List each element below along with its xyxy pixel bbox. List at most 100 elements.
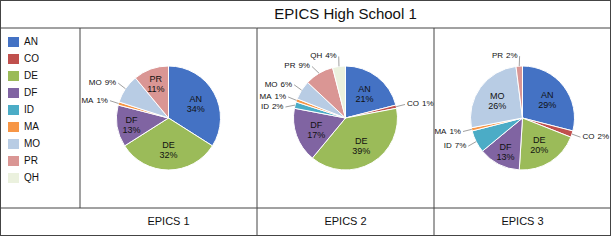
frame <box>1 1 611 236</box>
data-label-value: 26% <box>488 101 506 111</box>
data-label-category: MO <box>89 78 102 87</box>
data-label-value: 6% <box>281 80 293 89</box>
data-label-category: AN <box>541 90 554 100</box>
pie-slice <box>519 118 571 170</box>
data-label: CO1% <box>407 100 434 109</box>
data-label: MA1% <box>81 96 108 105</box>
data-label: MO26% <box>488 91 506 111</box>
pie-slice <box>516 66 523 118</box>
data-label: CO2% <box>582 132 609 141</box>
data-label: MA1% <box>260 92 287 101</box>
data-label: PR11% <box>147 74 164 94</box>
data-label: PR2% <box>492 51 518 60</box>
data-label-value: 13% <box>123 125 141 135</box>
data-label-category: QH <box>310 52 322 61</box>
pie-divider <box>257 28 258 236</box>
title: EPICS High School 1 <box>274 5 417 22</box>
leader-line <box>572 134 581 137</box>
subtitle: EPICS 3 <box>501 215 543 227</box>
data-label-category: DF <box>126 115 138 125</box>
data-label-category: DF <box>310 120 322 130</box>
legend-swatch <box>8 139 19 149</box>
data-label-value: 39% <box>352 146 370 156</box>
data-label-category: AN <box>190 94 203 104</box>
leader-line <box>463 129 472 131</box>
leader-line <box>519 56 520 66</box>
data-label: DE39% <box>352 136 370 156</box>
leader-line <box>294 85 301 90</box>
legend-swatch <box>8 156 19 166</box>
data-label-category: ID <box>261 102 269 111</box>
data-label: ID2% <box>261 102 284 111</box>
data-label: DF13% <box>123 115 141 135</box>
data-label: PR9% <box>284 62 310 71</box>
data-label-category: PR <box>492 51 503 60</box>
legend-label: DE <box>24 70 38 81</box>
legend-swatch <box>8 37 19 47</box>
data-label-category: MA <box>81 96 94 105</box>
data-label: ID7% <box>444 141 467 150</box>
data-label-value: 21% <box>356 94 374 104</box>
leader-line <box>338 56 339 66</box>
leader-line <box>285 105 295 107</box>
leader-line <box>396 104 405 106</box>
data-label: AN29% <box>538 90 556 110</box>
data-label: AN21% <box>356 84 374 104</box>
subtitle: EPICS 2 <box>324 215 366 227</box>
data-label-value: 9% <box>298 62 310 71</box>
data-label-category: CO <box>407 100 419 109</box>
leader-line <box>468 142 476 147</box>
data-label-category: MA <box>260 92 273 101</box>
legend-label: PR <box>24 155 38 166</box>
data-label: QH4% <box>310 52 337 61</box>
data-label: MA1% <box>434 127 461 136</box>
data-label-value: 7% <box>455 141 467 150</box>
data-label: DE32% <box>159 140 177 160</box>
data-label-category: DF <box>500 142 512 152</box>
data-label-category: PR <box>284 62 295 71</box>
leader-line <box>312 66 319 73</box>
data-label-category: CO <box>582 132 594 141</box>
title-divider <box>0 28 611 29</box>
data-label-value: 20% <box>530 145 548 155</box>
legend-label: DF <box>24 87 37 98</box>
data-label-value: 34% <box>187 104 205 114</box>
legend-swatch <box>8 105 19 115</box>
legend: ANCODEDFIDMAMOPRQH <box>8 36 40 183</box>
legend-swatch <box>8 122 19 132</box>
data-label: MO9% <box>89 78 116 87</box>
data-label-category: MO <box>490 91 505 101</box>
data-labels: AN21%DE39%DF17%QH4%PR9%MO6%MA1%ID2%CO1% <box>260 52 434 156</box>
data-label: DF13% <box>496 142 514 162</box>
pie <box>117 66 221 170</box>
data-label-category: PR <box>150 74 163 84</box>
legend-swatch <box>8 71 19 81</box>
data-labels: AN29%DE20%DF13%MO26%PR2%MA1%ID7%CO2% <box>434 51 609 162</box>
data-label-value: 32% <box>159 150 177 160</box>
pie <box>470 66 574 170</box>
pie-slice <box>135 66 168 118</box>
legend-label: CO <box>24 53 39 64</box>
legend-label: QH <box>24 172 39 183</box>
data-label-value: 1% <box>449 127 461 136</box>
data-label-value: 1% <box>275 92 287 101</box>
data-label-value: 1% <box>422 100 434 109</box>
data-label-value: 13% <box>496 152 514 162</box>
data-label-category: MO <box>265 80 278 89</box>
data-label-value: 29% <box>538 100 556 110</box>
chart: EPICS High School 1ANCODEDFIDMAMOPRQHEPI… <box>0 0 611 236</box>
legend-label: MA <box>24 121 39 132</box>
data-label-category: DE <box>355 136 368 146</box>
legend-swatch <box>8 173 19 183</box>
subtitle: EPICS 1 <box>147 215 189 227</box>
data-label: DF17% <box>307 120 325 140</box>
data-label-value: 4% <box>325 52 337 61</box>
data-label-value: 9% <box>105 78 117 87</box>
subtitle-divider <box>0 208 611 209</box>
data-label-category: MA <box>434 127 447 136</box>
legend-label: MO <box>24 138 40 149</box>
leader-line <box>118 83 125 89</box>
data-label-category: ID <box>444 141 452 150</box>
legend-label: ID <box>24 104 34 115</box>
leader-line <box>110 101 119 104</box>
